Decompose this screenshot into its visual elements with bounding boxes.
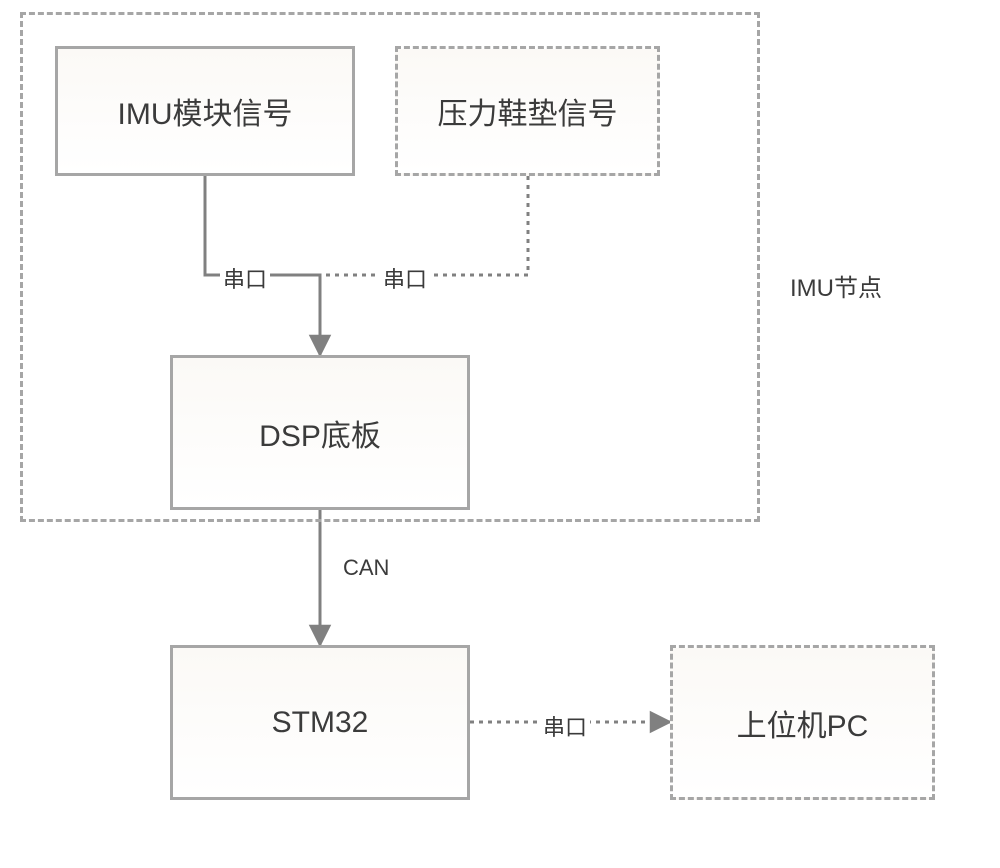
node-host-pc: 上位机PC (670, 645, 935, 800)
node-imu-signal: IMU模块信号 (55, 46, 355, 176)
imu-node-container-label: IMU节点 (790, 268, 882, 303)
edge-label-imu-to-dsp: 串口 (220, 262, 270, 294)
node-dsp-baseboard-label: DSP底板 (259, 411, 381, 455)
node-pressure-insole-signal: 压力鞋垫信号 (395, 46, 660, 176)
diagram-canvas: IMU节点 IMU模块信号 压力鞋垫信号 DSP底板 STM32 上位机PC 串… (0, 0, 1000, 868)
node-stm32-label: STM32 (272, 706, 369, 740)
node-stm32: STM32 (170, 645, 470, 800)
edge-label-stm32-to-pc: 串口 (540, 710, 590, 742)
node-host-pc-label: 上位机PC (737, 701, 869, 745)
edge-label-dsp-to-stm32: CAN (340, 555, 392, 581)
node-imu-signal-label: IMU模块信号 (118, 89, 293, 133)
node-dsp-baseboard: DSP底板 (170, 355, 470, 510)
edge-label-shoe-to-dsp: 串口 (380, 262, 430, 294)
node-pressure-insole-signal-label: 压力鞋垫信号 (438, 89, 618, 133)
